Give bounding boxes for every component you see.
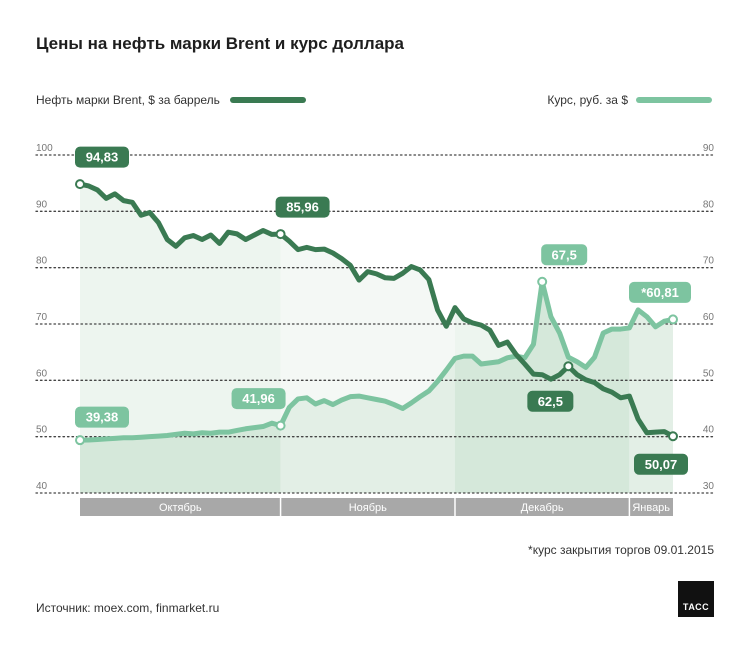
rub-point-marker	[668, 314, 678, 325]
brent-data-label: 94,83	[86, 150, 119, 165]
legend-brent-swatch	[229, 97, 306, 103]
right-tick-label: 50	[703, 368, 715, 379]
brent-point-marker	[75, 179, 85, 190]
brent-data-label: 62,5	[538, 394, 563, 409]
brent-label-box	[75, 146, 129, 168]
rub-series-line	[77, 279, 676, 443]
left-tick-label: 60	[36, 368, 48, 379]
rub-label-box	[629, 281, 691, 303]
rub-point-marker	[75, 435, 85, 446]
brent-label-box	[634, 453, 688, 475]
brent-data-label: 85,96	[286, 200, 319, 215]
rub-data-label: 67,5	[552, 247, 577, 262]
legend-brent: Нефть марки Brent, $ за баррель	[36, 93, 306, 107]
rub-area-1	[280, 358, 455, 493]
legend-brent-label: Нефть марки Brent, $ за баррель	[36, 93, 220, 107]
month-bar-segment	[80, 498, 281, 516]
left-tick-label: 80	[36, 256, 48, 267]
legend-rub: Курс, руб. за $	[547, 93, 712, 107]
rub-point-marker	[275, 420, 286, 431]
left-tick-label: 50	[36, 425, 48, 436]
month-label: Январь	[632, 502, 670, 514]
chart-title: Цены на нефть марки Brent и курс доллара	[36, 34, 405, 53]
rub-area-2	[454, 281, 630, 493]
rub-area-0	[80, 423, 281, 493]
rub-label-box	[231, 388, 286, 410]
footnote: *курс закрытия торгов 09.01.2015	[528, 543, 714, 557]
left-tick-label: 90	[36, 199, 48, 210]
right-tick-label: 30	[703, 481, 715, 492]
rub-data-label: 41,96	[242, 391, 275, 406]
legend-rub-label: Курс, руб. за $	[547, 93, 628, 107]
month-label: Октябрь	[159, 502, 202, 514]
right-tick-label: 60	[703, 312, 715, 323]
source-note: Источник: moex.com, finmarket.ru	[36, 601, 220, 615]
right-tick-label: 40	[703, 425, 715, 436]
legend-rub-swatch	[636, 97, 712, 103]
brent-point-marker	[563, 361, 574, 372]
right-tick-label: 70	[703, 256, 715, 267]
brent-point-marker	[668, 431, 678, 442]
brent-data-label: 50,07	[645, 457, 678, 472]
oil-area-0	[80, 184, 281, 493]
rub-point-marker	[537, 276, 548, 287]
left-tick-label: 40	[36, 481, 48, 492]
brent-label-box	[275, 196, 330, 218]
right-tick-label: 90	[703, 143, 715, 154]
left-tick-label: 70	[36, 312, 48, 323]
right-tick-label: 80	[703, 199, 715, 210]
left-tick-label: 100	[36, 143, 53, 154]
brent-label-box	[527, 390, 574, 412]
rub-data-label: 39,38	[86, 410, 119, 425]
month-bar-segment	[280, 498, 455, 516]
rub-area-3	[629, 309, 673, 493]
brent-series-line	[77, 181, 676, 439]
month-label: Декабрь	[521, 502, 564, 514]
tass-logo: ТАСС	[678, 581, 714, 617]
month-label: Ноябрь	[349, 502, 387, 514]
month-bar-segment	[454, 498, 630, 516]
rub-data-label: *60,81	[641, 285, 679, 300]
rub-label-box	[541, 244, 588, 266]
rub-label-box	[75, 406, 129, 428]
brent-point-marker	[275, 229, 286, 240]
month-bar-segment	[629, 498, 673, 516]
